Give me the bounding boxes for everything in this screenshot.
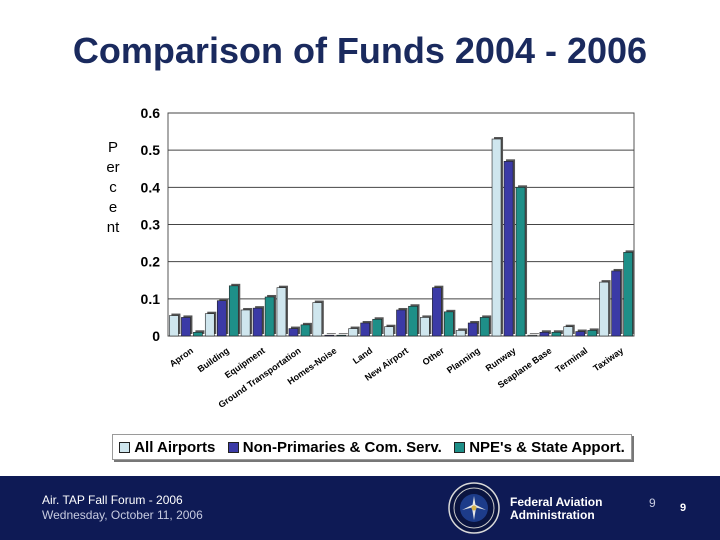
bar-shadow: [529, 333, 539, 335]
legend-item-npe-state: NPE's & State Apport.: [454, 439, 625, 456]
bar: [479, 317, 490, 337]
legend-swatch-all-airports: [119, 441, 131, 453]
bar: [216, 300, 227, 337]
bar: [599, 281, 609, 337]
y-axis-label: Percent: [106, 139, 120, 236]
bar: [300, 324, 311, 337]
bar: [539, 331, 550, 337]
bar: [240, 309, 251, 337]
y-tick-label: 0.2: [141, 254, 161, 270]
bar: [563, 326, 574, 337]
bar: [181, 317, 191, 337]
bar: [228, 285, 239, 337]
bar: [348, 328, 358, 337]
legend-label-non-primaries: Non-Primaries & Com. Serv.: [242, 438, 442, 456]
legend-swatch-non-primaries: [227, 441, 239, 453]
x-tick-label: Land: [351, 345, 374, 366]
y-tick-label: 0: [152, 328, 160, 344]
bar: [527, 334, 538, 337]
footer-forum-name: Air. TAP Fall Forum - 2006: [42, 493, 183, 507]
bar: [408, 305, 418, 337]
chart-legend: All Airports Non-Primaries & Com. Serv. …: [112, 434, 632, 460]
bar-shadow: [338, 333, 348, 335]
legend-item-all-airports: All Airports: [119, 439, 215, 456]
bar: [575, 331, 586, 337]
x-tick-label: Apron: [168, 345, 195, 368]
bar: [324, 334, 335, 337]
x-tick-label: Planning: [445, 345, 482, 375]
x-tick-label: Terminal: [553, 345, 589, 374]
bar: [455, 330, 466, 337]
bar: [491, 138, 502, 337]
bar: [503, 161, 514, 337]
footer-page-number: 9: [680, 502, 687, 514]
bar: [444, 311, 454, 337]
bar: [420, 317, 430, 337]
bar: [551, 331, 562, 337]
y-tick-label: 0.3: [141, 217, 161, 233]
bar: [360, 322, 370, 337]
bar: [276, 287, 287, 337]
bar: [587, 330, 598, 337]
legend-label-npe-state: NPE's & State Apport.: [469, 438, 625, 456]
x-tick-label: Taxiway: [591, 345, 625, 373]
bar: [204, 313, 215, 337]
bar: [288, 328, 299, 337]
bar: [169, 315, 179, 337]
y-tick-label: 0.1: [141, 291, 161, 307]
footer-bar: Air. TAP Fall Forum - 2006 Wednesday, Oc…: [0, 476, 720, 540]
bar: [515, 187, 526, 337]
bar: [396, 309, 406, 337]
bar: [312, 302, 323, 337]
y-tick-label: 0.6: [141, 105, 161, 121]
bar: [336, 334, 347, 337]
legend-swatch-npe-state: [454, 441, 466, 453]
legend-label-all-airports: All Airports: [134, 438, 216, 456]
bar: [264, 296, 275, 337]
slide-title: Comparison of Funds 2004 - 2006: [72, 30, 648, 71]
bar: [384, 326, 394, 337]
faa-seal-icon: [448, 482, 500, 534]
y-tick-label: 0.5: [141, 142, 161, 158]
bar: [432, 287, 442, 337]
y-tick-label: 0.4: [141, 179, 161, 195]
footer-page-number-small: 9: [649, 496, 656, 510]
footer-date: Wednesday, October 11, 2006: [42, 508, 203, 522]
bar: [611, 270, 621, 337]
bar-shadow: [326, 333, 336, 335]
legend-item-non-primaries: Non-Primaries & Com. Serv.: [227, 438, 442, 456]
footer-agency-name: Federal Aviation Administration: [510, 495, 603, 522]
bar: [252, 307, 263, 337]
x-tick-label: Other: [421, 345, 447, 367]
bar: [193, 331, 203, 337]
bar: [623, 252, 633, 337]
bar: [372, 318, 382, 337]
bar: [467, 322, 478, 337]
